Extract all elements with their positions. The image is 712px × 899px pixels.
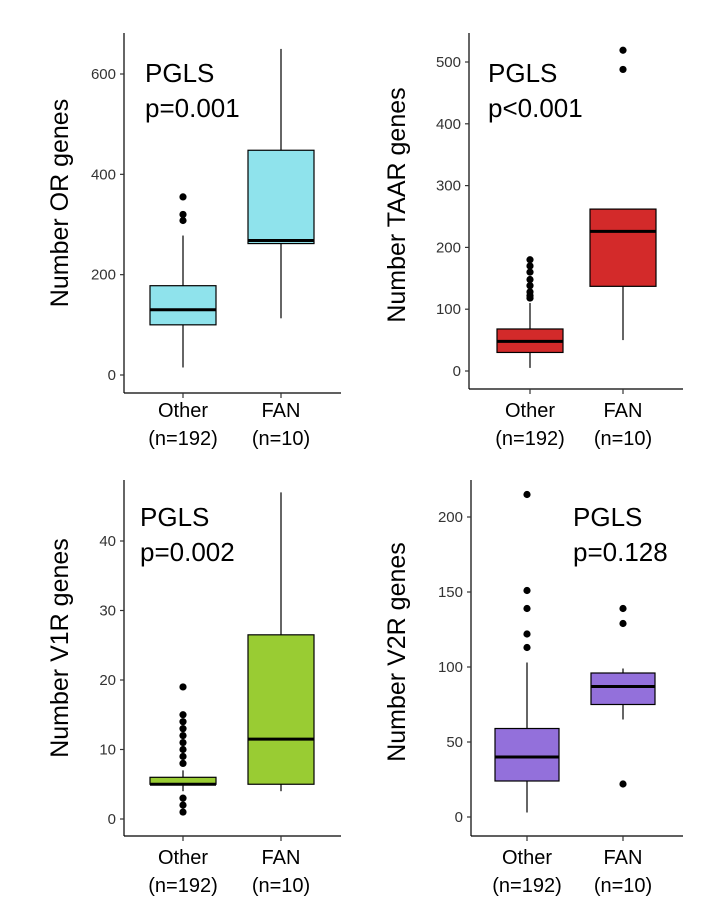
outlier-point [526,268,534,276]
y-tick-label: 0 [453,363,461,380]
outlier-point [179,216,187,225]
annotation-p-value: p=0.128 [573,537,668,567]
category-label: FAN [262,400,301,422]
chart-panel-3: 0 10 20 30 40 Number V1R genes PGLS p=0.002 Othe… [46,480,341,897]
y-tick-label: 0 [108,367,116,384]
y-tick-label: 300 [436,178,461,195]
box-other: Other (n=192) [148,683,218,897]
outlier-point [619,604,627,613]
box-fan: FAN (n=10) [590,604,656,897]
category-n-label: (n=10) [594,875,652,897]
y-tick-label: 0 [455,809,463,826]
category-label: FAN [262,847,301,869]
outlier-point [619,619,627,628]
outlier-point [179,711,187,719]
chart-panel-4: 0 50 100 150 200 Number V2R genes PGLS p=0.128 O… [383,480,683,897]
category-n-label: (n=10) [252,875,310,897]
y-tick-label: 40 [99,533,116,550]
y-axis-label: Number TAAR genes [383,87,411,322]
category-label: FAN [604,400,643,422]
y-tick-label: 400 [91,166,116,183]
y-tick-label: 400 [436,116,461,133]
y-axis-label: Number OR genes [46,99,74,307]
annotation-test-name: PGLS [573,502,642,532]
category-n-label: (n=192) [495,428,565,450]
y-tick-label: 200 [91,267,116,284]
outlier-point [179,752,187,761]
category-n-label: (n=192) [148,428,218,450]
box-other: Other (n=192) [495,256,565,450]
box-other: Other (n=192) [492,490,562,897]
iqr-box [590,672,656,706]
iqr-box [247,149,315,245]
y-tick-label: 150 [438,584,463,601]
iqr-box [589,208,657,287]
outlier-point [179,725,187,733]
annotation-test-name: PGLS [140,502,209,532]
outlier-point [526,262,534,270]
outlier-point [179,732,187,740]
chart-panel-1: 0 200 400 600 Number OR genes PGLS p=0.001 Othe… [46,33,341,450]
category-n-label: (n=10) [252,428,310,450]
y-tick-label: 600 [91,66,116,83]
outlier-point [526,275,534,284]
outlier-point [179,193,187,201]
y-tick-label: 10 [99,742,116,759]
iqr-box [247,634,315,785]
annotation-test-name: PGLS [488,58,557,88]
category-n-label: (n=192) [148,875,218,897]
category-label: Other [158,847,208,869]
outlier-point [526,256,534,264]
outlier-point [619,65,627,74]
category-label: Other [502,847,552,869]
y-tick-label: 50 [446,734,463,751]
category-n-label: (n=10) [594,428,652,450]
outlier-point [179,210,187,219]
y-tick-label: 30 [99,603,116,620]
box-other: Other (n=192) [148,193,218,450]
outlier-point [179,808,187,816]
outlier-point [526,294,534,302]
category-label: FAN [604,847,643,869]
category-label: Other [505,400,555,422]
box-fan: FAN (n=10) [247,492,315,897]
outlier-point [179,718,187,726]
outlier-point [523,490,531,499]
outlier-point [179,794,187,802]
y-tick-label: 100 [438,659,463,676]
annotation-p-value: p=0.002 [140,537,235,567]
outlier-point [526,282,534,290]
box-fan: FAN (n=10) [589,46,657,450]
outlier-point [523,643,531,652]
annotation-p-value: p<0.001 [488,93,583,123]
chart-panel-2: 0 100 200 300 400 500 Number TAAR genes PGLS p<0… [383,33,683,450]
annotation-p-value: p=0.001 [145,93,240,123]
y-axis-label: Number V1R genes [46,538,74,758]
y-tick-label: 20 [99,672,116,689]
outlier-point [619,780,627,788]
outlier-point [179,683,187,691]
y-tick-label: 200 [438,509,463,526]
y-tick-label: 0 [108,811,116,828]
outlier-point [523,604,531,613]
y-tick-label: 100 [436,301,461,318]
y-tick-label: 200 [436,239,461,256]
annotation-test-name: PGLS [145,58,214,88]
category-label: Other [158,400,208,422]
iqr-box [149,285,217,326]
iqr-box [494,727,560,782]
y-axis-label: Number V2R genes [383,542,411,762]
outlier-point [523,630,531,638]
outlier-point [179,759,187,768]
category-n-label: (n=192) [492,875,562,897]
box-fan: FAN (n=10) [247,48,315,450]
outlier-point [179,801,187,809]
outlier-point [179,738,187,747]
y-tick-label: 500 [436,54,461,71]
outlier-point [179,745,187,754]
outlier-point [523,586,531,595]
outlier-point [619,46,627,54]
